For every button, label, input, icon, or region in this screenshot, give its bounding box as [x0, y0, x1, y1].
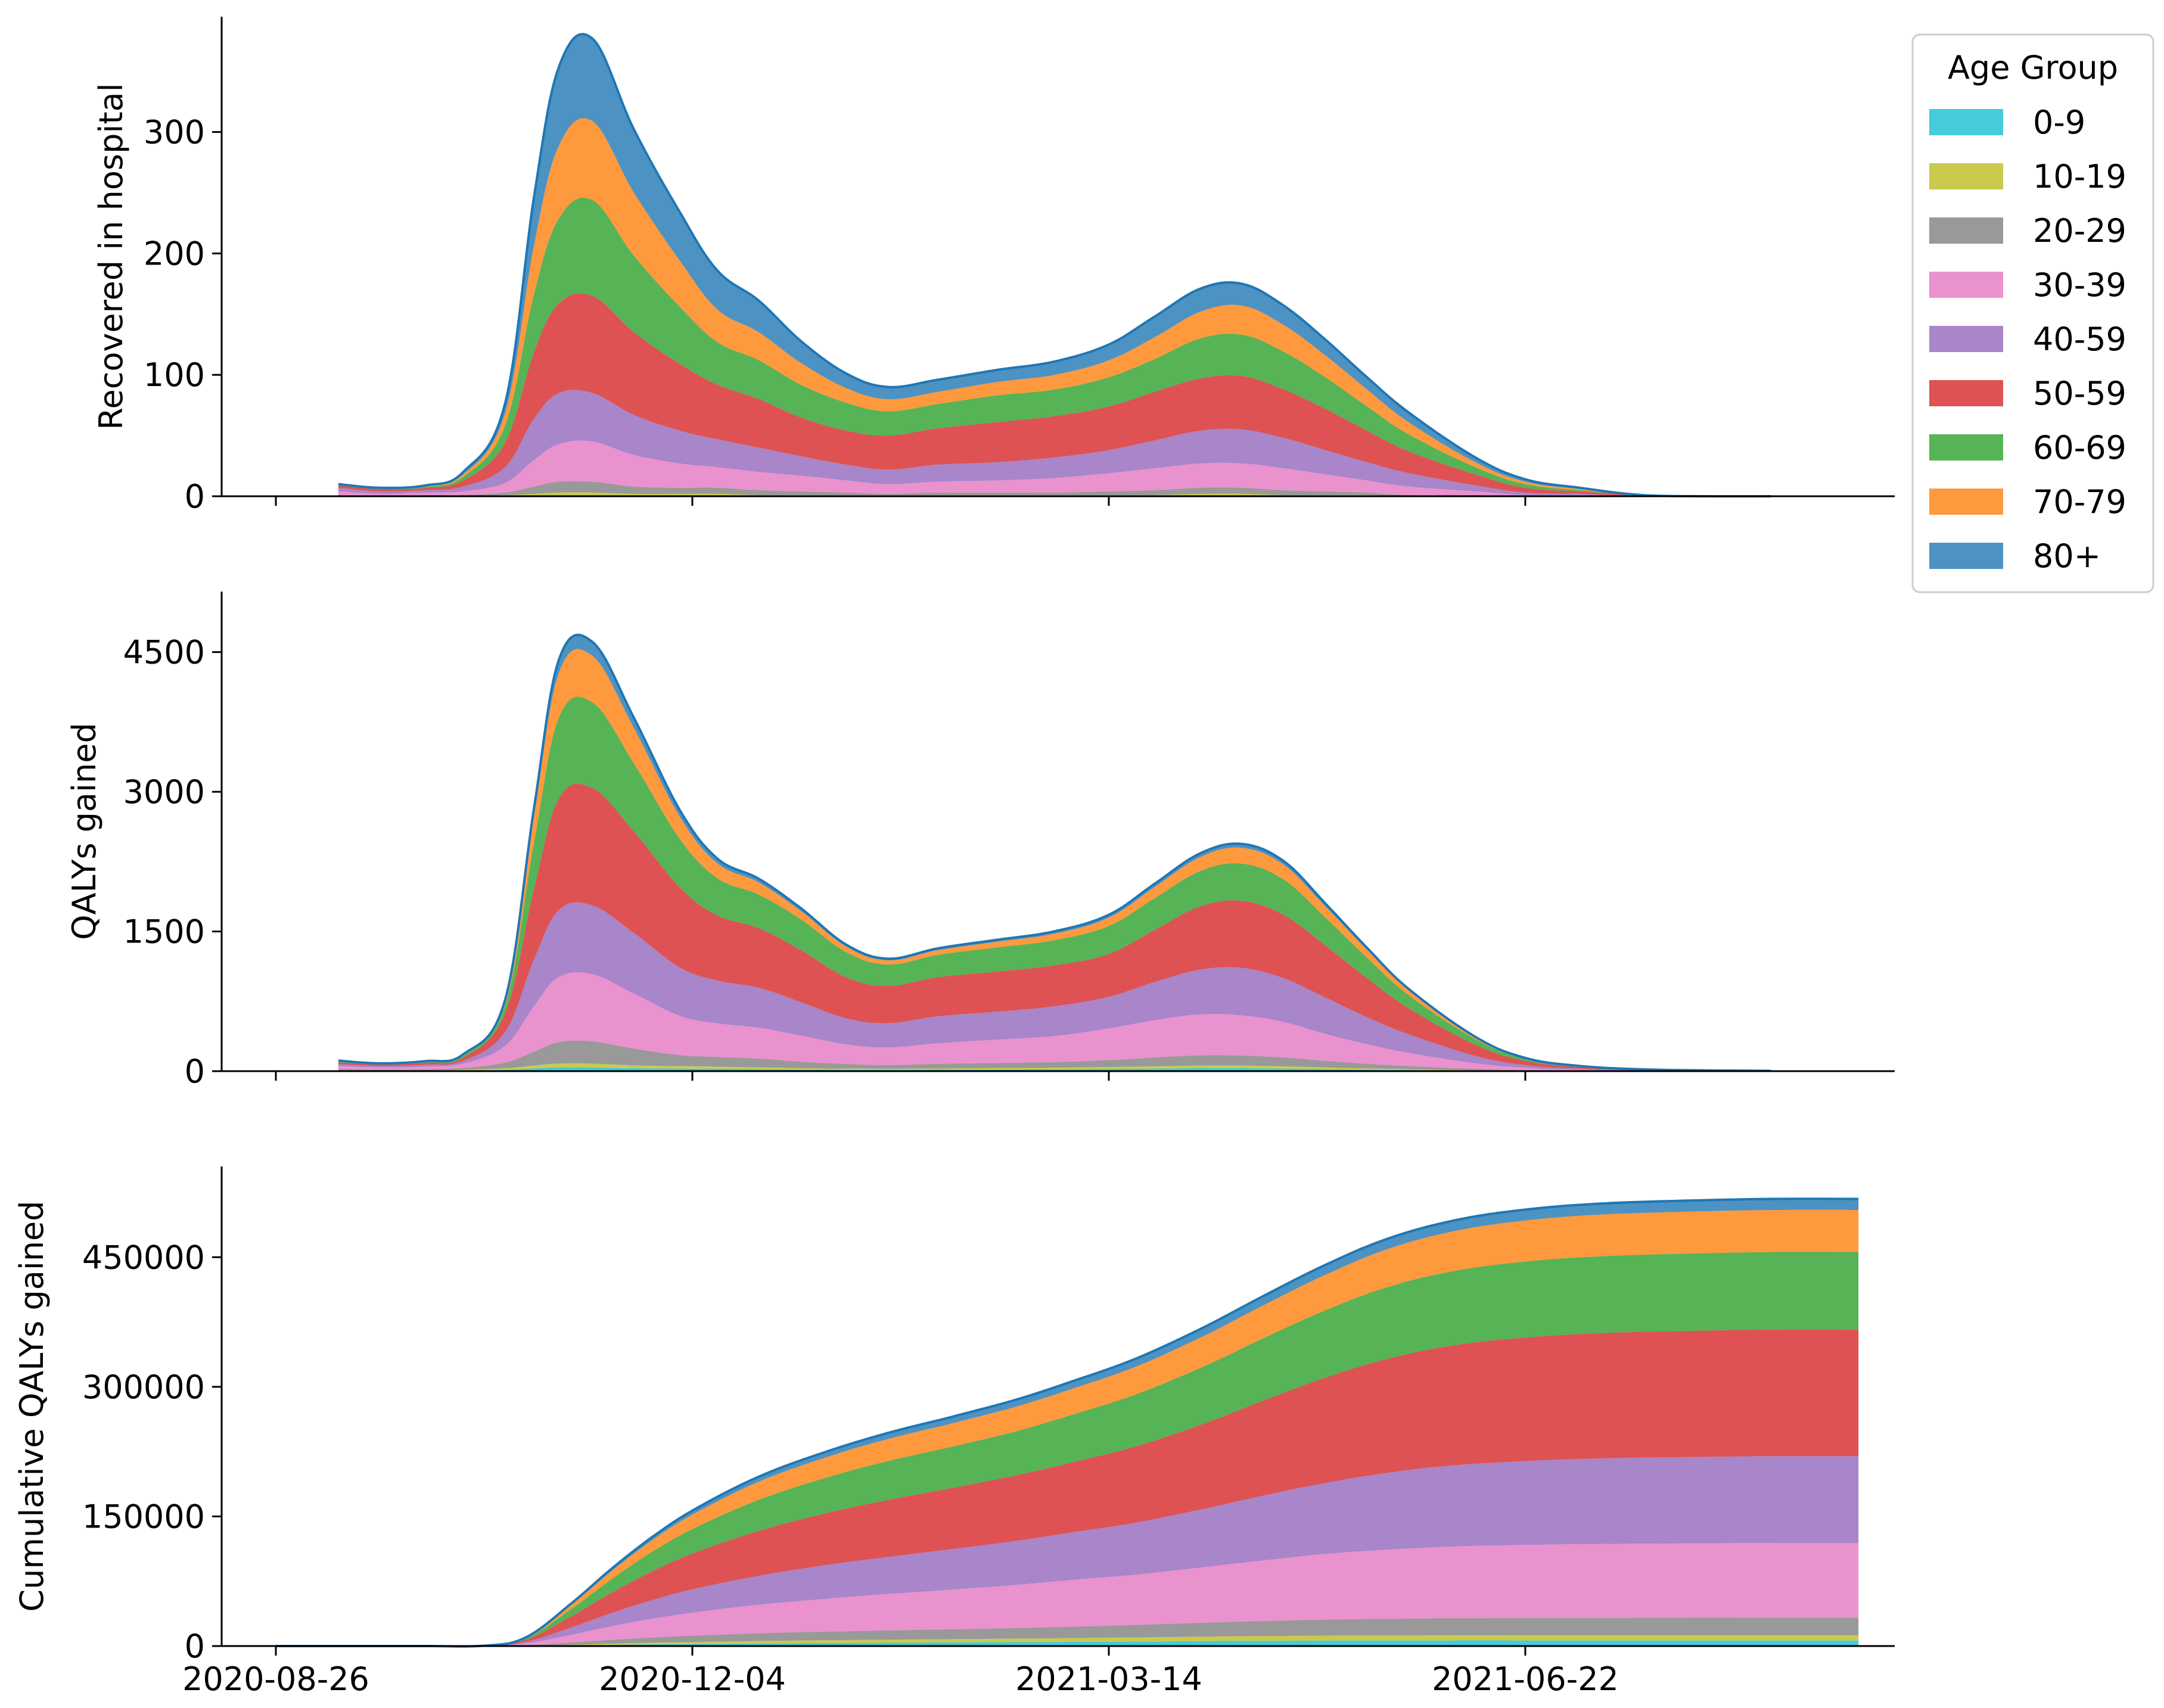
legend-swatch-10-19 [1929, 163, 2003, 189]
legend-swatch-50-59 [1929, 380, 2003, 406]
y-axis-title-recovered: Recovered in hospital [92, 83, 130, 430]
y-tick-label-100: 100 [144, 356, 205, 394]
panel-qalys-gained: 0 1500 3000 4500 QALYs gained [66, 592, 1895, 1090]
legend-title: Age Group [1948, 49, 2118, 86]
legend: Age Group 0-9 10-19 20-29 30-39 40-59 50-59 60… [1911, 33, 2154, 593]
area-30-39-panel-1 [338, 440, 1771, 497]
y-tick-label-300000: 300000 [82, 1368, 205, 1406]
legend-swatch-40-59 [1929, 326, 2003, 352]
area-40-59-panel-1 [338, 390, 1771, 497]
areas-recovered [338, 33, 1771, 498]
y-tick-label-1500: 1500 [123, 913, 205, 951]
areas-cumulative [276, 1197, 1859, 1648]
area-50-59-panel-3 [276, 1329, 1859, 1647]
area-0-9-panel-2 [338, 1067, 1771, 1071]
legend-label-50-59: 50-59 [2033, 375, 2126, 412]
legend-swatch-20-29 [1929, 217, 2003, 244]
areas-qalys [338, 633, 1771, 1072]
legend-label-0-9: 0-9 [2033, 104, 2085, 141]
area-10-19-panel-3 [276, 1635, 1859, 1647]
x-tick-label-2020-12-04: 2020-12-04 [599, 1660, 786, 1698]
area-30-39-panel-2 [338, 972, 1771, 1071]
y-tick-label-0: 0 [185, 1053, 205, 1090]
legend-swatch-70-79 [1929, 489, 2003, 515]
legend-swatch-0-9 [1929, 109, 2003, 135]
y-tick-label-0: 0 [185, 478, 205, 515]
area-50-59-panel-1 [338, 293, 1771, 497]
legend-label-80+: 80+ [2033, 537, 2101, 575]
x-ticks-qalys [275, 1071, 1526, 1081]
area-40-59-panel-3 [276, 1456, 1859, 1647]
stack-top-outline-panel-1 [338, 33, 1771, 498]
area-40-59-panel-2 [338, 902, 1771, 1071]
area-10-19-panel-2 [338, 1063, 1771, 1072]
area-20-29-panel-1 [338, 481, 1771, 497]
y-tick-label-300: 300 [144, 114, 205, 151]
y-tick-label-4500: 4500 [123, 634, 205, 671]
legend-label-70-79: 70-79 [2033, 483, 2126, 521]
legend-swatch-30-39 [1929, 272, 2003, 298]
area-20-29-panel-3 [276, 1617, 1859, 1647]
stack-top-outline-panel-3 [276, 1197, 1859, 1648]
legend-label-10-19: 10-19 [2033, 158, 2126, 195]
legend-items: 0-9 10-19 20-29 30-39 40-59 50-59 60-69 70-79 80… [1929, 104, 2126, 575]
y-ticks-qalys: 0 1500 3000 4500 [123, 634, 222, 1090]
legend-label-20-29: 20-29 [2033, 212, 2126, 250]
x-tick-label-2021-06-22: 2021-06-22 [1432, 1660, 1619, 1698]
x-ticks-recovered [275, 496, 1526, 506]
legend-swatch-60-69 [1929, 434, 2003, 461]
area-60-69-panel-3 [276, 1252, 1859, 1647]
legend-label-60-69: 60-69 [2033, 429, 2126, 466]
y-tick-label-3000: 3000 [123, 773, 205, 811]
legend-label-30-39: 30-39 [2033, 266, 2126, 304]
y-tick-label-150000: 150000 [82, 1498, 205, 1535]
stack-top-outline-panel-2 [338, 633, 1771, 1072]
y-tick-label-0: 0 [185, 1628, 205, 1665]
y-ticks-cumulative: 0 150000 300000 450000 [82, 1239, 222, 1665]
x-ticks-cumulative: 2020-08-26 2020-12-04 2021-03-14 2021-06-22 [182, 1646, 1619, 1698]
y-tick-label-450000: 450000 [82, 1239, 205, 1276]
panel-cumulative-qalys: 0 150000 300000 450000 2020-08-26 2020-12-04… [13, 1166, 1895, 1698]
legend-swatch-80+ [1929, 543, 2003, 569]
y-axis-title-qalys: QALYs gained [66, 723, 103, 940]
panel-recovered-in-hospital: 0 100 200 300 Recovered in hospital [92, 17, 1895, 515]
area-20-29-panel-2 [338, 1040, 1771, 1072]
area-70-79-panel-1 [338, 118, 1771, 497]
area-60-69-panel-1 [338, 197, 1771, 497]
area-0-9-panel-3 [276, 1640, 1859, 1647]
legend-label-40-59: 40-59 [2033, 321, 2126, 358]
area-70-79-panel-3 [276, 1209, 1859, 1647]
y-ticks-recovered: 0 100 200 300 [144, 114, 222, 515]
x-tick-label-2020-08-26: 2020-08-26 [182, 1660, 369, 1698]
y-tick-label-200: 200 [144, 235, 205, 272]
x-tick-label-2021-03-14: 2021-03-14 [1015, 1660, 1202, 1698]
y-axis-title-cumulative: Cumulative QALYs gained [13, 1200, 51, 1611]
area-30-39-panel-3 [276, 1543, 1859, 1647]
